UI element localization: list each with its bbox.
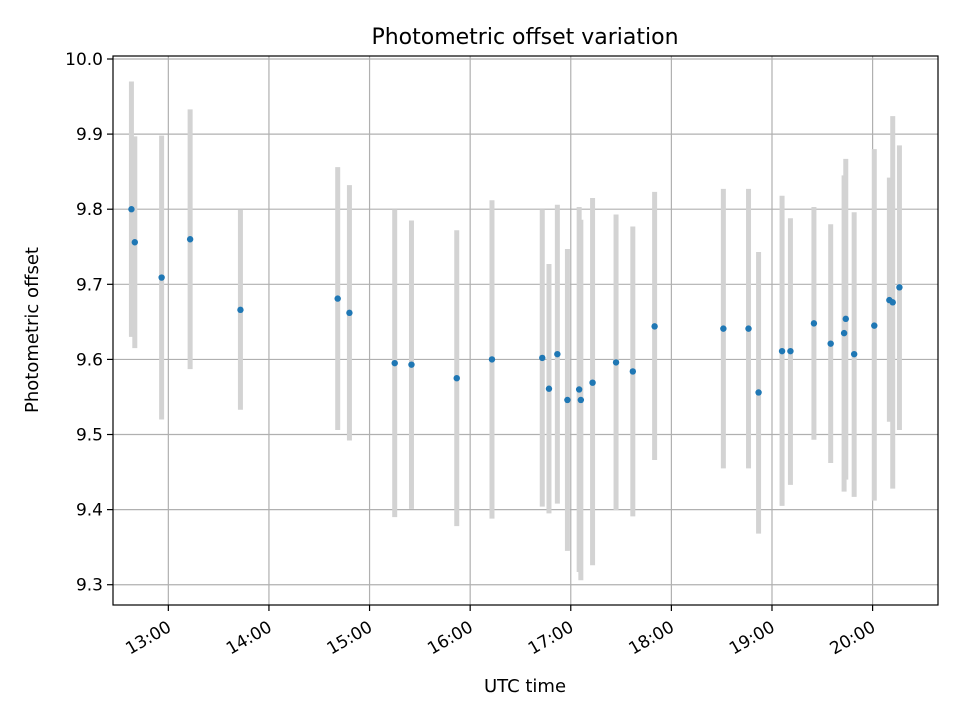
data-point xyxy=(842,315,849,323)
plot-frame xyxy=(112,55,939,606)
data-point xyxy=(778,347,786,355)
x-axis-label: UTC time xyxy=(484,676,566,697)
data-point xyxy=(186,236,194,243)
data-point xyxy=(391,359,398,367)
data-point xyxy=(720,325,727,332)
data-point xyxy=(237,306,244,314)
data-point xyxy=(787,347,794,355)
data-point xyxy=(554,350,561,358)
y-tick-label: 9.3 xyxy=(76,576,103,596)
data-point xyxy=(334,295,341,302)
data-point xyxy=(488,356,496,363)
data-point xyxy=(575,386,583,393)
y-tick-label: 9.8 xyxy=(76,200,103,220)
chart-title: Photometric offset variation xyxy=(371,25,678,50)
data-point xyxy=(158,274,165,281)
y-tick-label: 9.6 xyxy=(76,350,103,370)
data-point xyxy=(810,320,818,327)
y-tick-label: 9.5 xyxy=(76,426,103,446)
data-point xyxy=(896,284,903,291)
data-point xyxy=(131,239,138,246)
data-point xyxy=(871,322,878,329)
data-points xyxy=(128,206,903,404)
data-point xyxy=(564,396,571,404)
data-point xyxy=(612,359,620,366)
data-point xyxy=(128,206,135,213)
y-tick-label: 10.0 xyxy=(65,50,103,70)
data-point xyxy=(453,374,460,382)
grid xyxy=(113,56,938,605)
data-point xyxy=(651,323,658,330)
data-point xyxy=(850,350,858,358)
data-point xyxy=(745,325,752,332)
data-point xyxy=(629,368,637,375)
y-tick-label: 9.4 xyxy=(76,501,103,521)
data-point xyxy=(840,329,848,337)
data-point xyxy=(755,389,762,396)
data-point xyxy=(539,354,546,362)
y-tick-label: 9.9 xyxy=(76,125,103,145)
data-point xyxy=(545,385,553,392)
data-point xyxy=(889,299,896,306)
data-point xyxy=(589,379,596,386)
data-point xyxy=(827,340,834,347)
data-point xyxy=(577,396,585,404)
y-tick-label: 9.7 xyxy=(76,275,103,295)
data-point xyxy=(346,309,353,317)
y-axis-label: Photometric offset xyxy=(22,247,43,413)
data-point xyxy=(408,361,415,368)
